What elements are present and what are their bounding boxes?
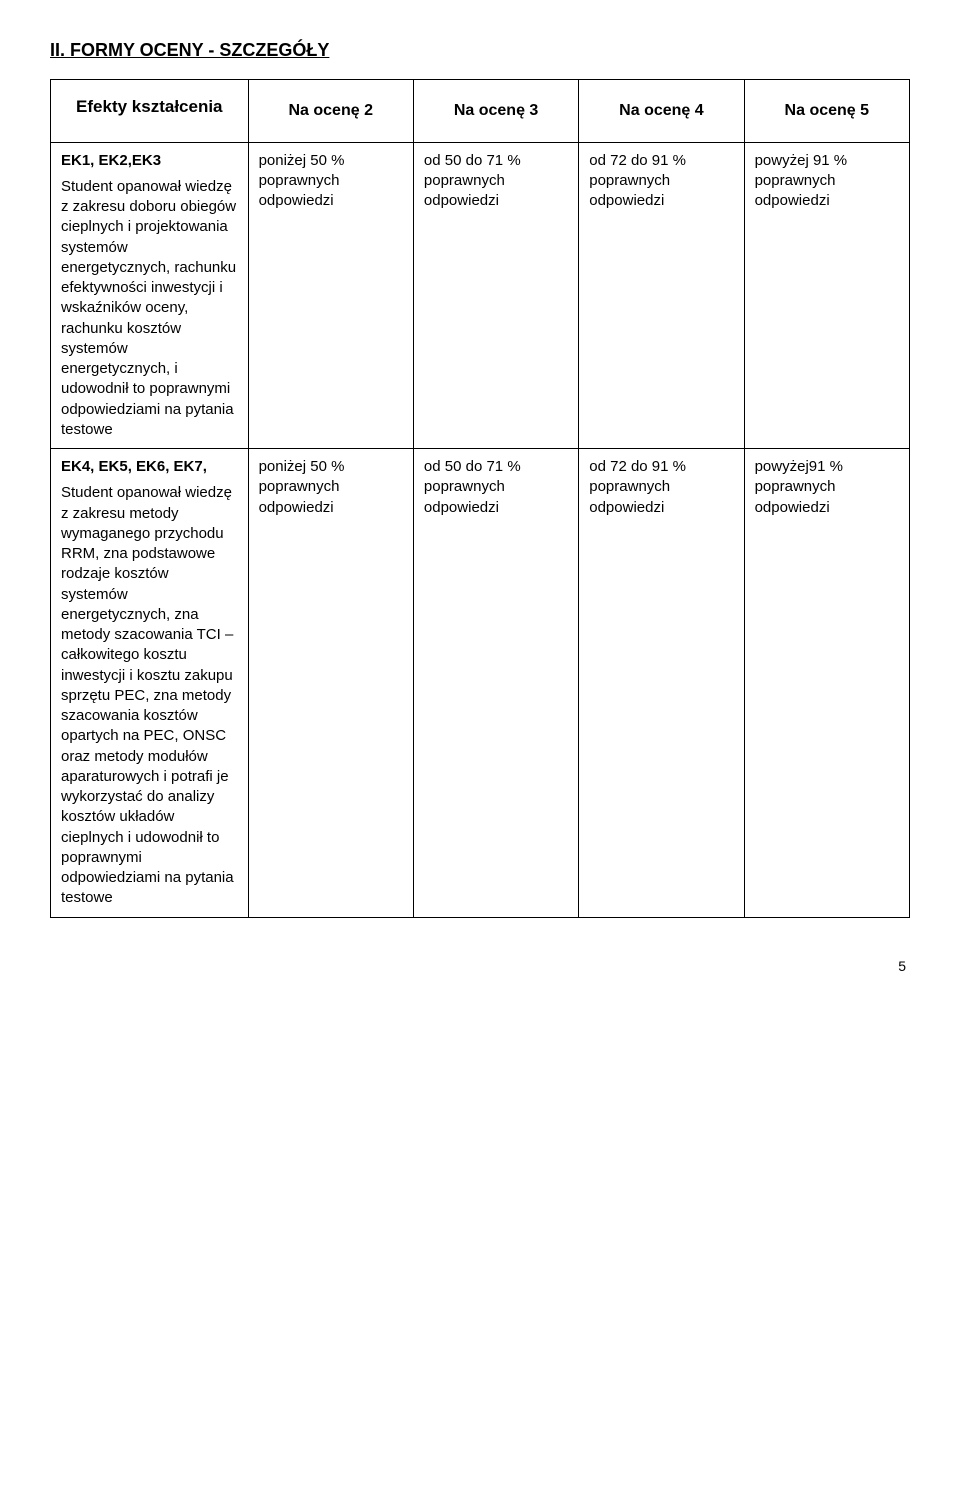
assessment-table: Efekty kształcenia Na ocenę 2 Na ocenę 3… bbox=[50, 79, 910, 918]
ek-description: Student opanował wiedzę z zakresu doboru… bbox=[61, 178, 236, 438]
header-grade-2: Na ocenę 2 bbox=[248, 80, 413, 143]
grade5-cell: powyżej 91 % poprawnych odpowiedzi bbox=[744, 142, 909, 449]
header-grade-5: Na ocenę 5 bbox=[744, 80, 909, 143]
header-grade-4: Na ocenę 4 bbox=[579, 80, 744, 143]
table-header-row: Efekty kształcenia Na ocenę 2 Na ocenę 3… bbox=[51, 80, 910, 143]
ek-label: EK4, EK5, EK6, EK7, bbox=[61, 457, 238, 477]
grade4-cell: od 72 do 91 % poprawnych odpowiedzi bbox=[579, 142, 744, 449]
grade3-cell: od 50 do 71 % poprawnych odpowiedzi bbox=[413, 449, 578, 918]
grade2-cell: poniżej 50 % poprawnych odpowiedzi bbox=[248, 449, 413, 918]
ek-description: Student opanował wiedzę z zakresu metody… bbox=[61, 484, 234, 906]
grade5-cell: powyżej91 % poprawnych odpowiedzi bbox=[744, 449, 909, 918]
grade4-cell: od 72 do 91 % poprawnych odpowiedzi bbox=[579, 449, 744, 918]
effects-cell: EK1, EK2,EK3 Student opanował wiedzę z z… bbox=[51, 142, 249, 449]
table-row: EK1, EK2,EK3 Student opanował wiedzę z z… bbox=[51, 142, 910, 449]
ek-label: EK1, EK2,EK3 bbox=[61, 151, 238, 171]
grade3-cell: od 50 do 71 % poprawnych odpowiedzi bbox=[413, 142, 578, 449]
effects-cell: EK4, EK5, EK6, EK7, Student opanował wie… bbox=[51, 449, 249, 918]
section-title: II. FORMY OCENY - SZCZEGÓŁY bbox=[50, 40, 910, 61]
grade2-cell: poniżej 50 % poprawnych odpowiedzi bbox=[248, 142, 413, 449]
table-row: EK4, EK5, EK6, EK7, Student opanował wie… bbox=[51, 449, 910, 918]
header-effects: Efekty kształcenia bbox=[51, 80, 249, 143]
header-grade-3: Na ocenę 3 bbox=[413, 80, 578, 143]
page-number: 5 bbox=[50, 958, 910, 974]
